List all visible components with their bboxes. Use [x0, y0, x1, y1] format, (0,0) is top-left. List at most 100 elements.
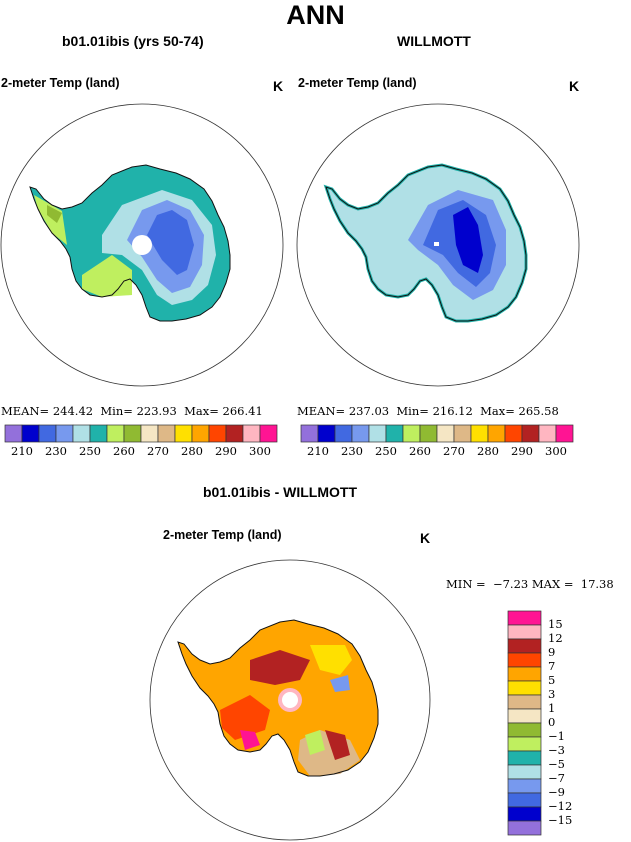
colorbar-tick-label: 230 [341, 444, 363, 458]
colorbar-swatch [453, 424, 472, 443]
panel3-stats: MIN = −7.23 MAX = 17.38 [446, 577, 614, 591]
colorbar-swatch [507, 792, 542, 808]
panel1-pole-hole [132, 235, 152, 255]
colorbar-swatch [300, 424, 319, 443]
colorbar-tick-label: 5 [548, 673, 556, 687]
colorbar-swatch [4, 424, 23, 443]
colorbar-tick-label: −3 [548, 743, 565, 757]
panel1-title: b01.01ibis (yrs 50-74) [62, 33, 204, 49]
colorbar-swatch [507, 764, 542, 780]
colorbar-tick-label: −12 [548, 799, 573, 813]
panel1-region-peninsula [34, 195, 67, 245]
colorbar-swatch [507, 778, 542, 794]
panel3-colorbar [507, 610, 542, 836]
colorbar-tick-label: −7 [548, 771, 565, 785]
panel3-variable-label: 2-meter Temp (land) [163, 528, 282, 542]
panel1-stats: MEAN= 244.42 Min= 223.93 Max= 266.41 [1, 404, 263, 418]
colorbar-swatch [334, 424, 353, 443]
colorbar-tick-label: −1 [548, 729, 565, 743]
colorbar-swatch [507, 638, 542, 654]
colorbar-tick-label: 9 [548, 645, 556, 659]
colorbar-swatch [208, 424, 227, 443]
colorbar-tick-label: −15 [548, 813, 573, 827]
colorbar-swatch [507, 722, 542, 738]
colorbar-swatch [507, 806, 542, 822]
colorbar-swatch [55, 424, 74, 443]
colorbar-swatch [89, 424, 108, 443]
colorbar-swatch [507, 666, 542, 682]
colorbar-swatch [507, 750, 542, 766]
panel3-region-cool2 [305, 730, 325, 755]
panel3-region-yellow [310, 645, 352, 675]
panel1-mean-label: MEAN= [1, 404, 50, 418]
colorbar-swatch [106, 424, 125, 443]
panel2-min-value: 216.12 [432, 404, 473, 418]
colorbar-swatch [507, 694, 542, 710]
colorbar-tick-label: −9 [548, 785, 565, 799]
colorbar-swatch [504, 424, 523, 443]
panel2-title: WILLMOTT [397, 33, 471, 49]
colorbar-tick-label: 300 [249, 444, 271, 458]
panel1-variable-label: 2-meter Temp (land) [1, 76, 120, 90]
colorbar-swatch [38, 424, 57, 443]
page-title: ANN [286, 0, 345, 30]
panel2-mean-value: 237.03 [348, 404, 390, 418]
colorbar-swatch [507, 736, 542, 752]
colorbar-tick-label: 230 [45, 444, 67, 458]
colorbar-swatch [225, 424, 244, 443]
panel2-max-label: Max= [480, 404, 515, 418]
panel3-max-value: 17.38 [580, 577, 614, 591]
colorbar-swatch [140, 424, 159, 443]
colorbar-swatch [470, 424, 489, 443]
colorbar-swatch [538, 424, 557, 443]
panel1-min-value: 223.93 [136, 404, 177, 418]
panel3-max-label: MAX = [531, 577, 574, 591]
colorbar-swatch [317, 424, 336, 443]
panel2-region-dome [453, 207, 483, 273]
panel3-map [149, 559, 431, 841]
panel1-units: K [273, 78, 284, 94]
panel1-min-label: Min= [100, 404, 133, 418]
colorbar-swatch [507, 680, 542, 696]
colorbar-swatch [21, 424, 40, 443]
colorbar-tick-label: 280 [477, 444, 499, 458]
colorbar-tick-label: 7 [548, 659, 556, 673]
panel3-min-label: MIN = [446, 577, 486, 591]
colorbar-tick-label: 12 [548, 631, 563, 645]
colorbar-swatch [123, 424, 142, 443]
panel2-variable-label: 2-meter Temp (land) [298, 76, 417, 90]
panel3-min-value: −7.23 [492, 577, 529, 591]
panel1-max-label: Max= [184, 404, 219, 418]
colorbar-tick-label: −5 [548, 757, 565, 771]
colorbar-swatch [242, 424, 261, 443]
colorbar-swatch [174, 424, 193, 443]
panel2-colorbar [300, 424, 574, 443]
colorbar-swatch [402, 424, 421, 443]
colorbar-tick-label: 290 [511, 444, 533, 458]
colorbar-tick-label: 270 [443, 444, 465, 458]
colorbar-tick-label: 210 [11, 444, 33, 458]
colorbar-swatch [351, 424, 370, 443]
colorbar-swatch [507, 624, 542, 640]
panel1-mean-value: 244.42 [52, 404, 94, 418]
panel3-title: b01.01ibis - WILLMOTT [203, 484, 358, 500]
panel2-units: K [569, 78, 580, 94]
panel3-region-cool [330, 675, 350, 692]
colorbar-swatch [487, 424, 506, 443]
colorbar-swatch [385, 424, 404, 443]
colorbar-swatch [507, 708, 542, 724]
colorbar-swatch [191, 424, 210, 443]
colorbar-tick-label: 270 [147, 444, 169, 458]
colorbar-tick-label: 260 [113, 444, 135, 458]
panel1-max-value: 266.41 [222, 404, 263, 418]
panel3-pole-hole [282, 692, 298, 708]
panel2-max-value: 265.58 [518, 404, 559, 418]
colorbar-tick-label: 1 [548, 701, 556, 715]
panel1-map [0, 103, 284, 387]
colorbar-tick-label: 260 [409, 444, 431, 458]
colorbar-swatch [157, 424, 176, 443]
colorbar-tick-label: 290 [215, 444, 237, 458]
panel2-map [296, 103, 580, 387]
colorbar-tick-label: 0 [548, 715, 556, 729]
